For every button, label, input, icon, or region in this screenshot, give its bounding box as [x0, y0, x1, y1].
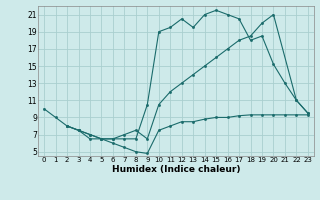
X-axis label: Humidex (Indice chaleur): Humidex (Indice chaleur)	[112, 165, 240, 174]
